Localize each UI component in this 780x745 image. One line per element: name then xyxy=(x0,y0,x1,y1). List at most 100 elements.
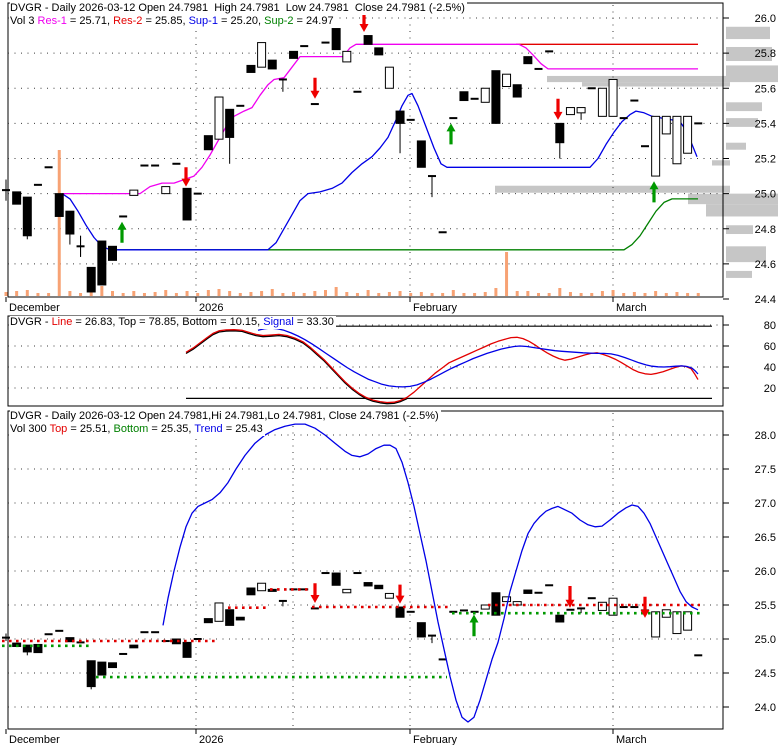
volume-bar xyxy=(473,293,477,296)
top-panel-header-line2: Vol 3 Res-1 = 25.71, Res-2 = 25.85, Sup-… xyxy=(10,15,336,28)
price-indicator-values-seg-1: Res-1 xyxy=(37,15,67,27)
volume-bar xyxy=(228,291,232,296)
volume-bar xyxy=(494,288,498,296)
trend-indicator-values-seg-2: = 25.51, xyxy=(67,423,114,435)
volume-bar xyxy=(15,291,19,296)
candlestick-hollow xyxy=(214,96,224,140)
x-axis-label: December xyxy=(9,302,60,314)
candlestick-filled xyxy=(203,618,213,624)
volume-bar xyxy=(68,291,72,296)
candlestick-filled xyxy=(129,644,139,649)
candlestick-filled xyxy=(416,140,426,168)
candlestick-hollow xyxy=(672,611,682,635)
y-axis-label: 25.4 xyxy=(755,118,776,130)
volume-bar xyxy=(121,293,125,296)
volume-bar xyxy=(100,286,104,296)
candlestick-hollow xyxy=(342,50,352,63)
price-indicator-values-seg-8: = 24.97 xyxy=(293,15,334,27)
volume-bar xyxy=(568,292,572,296)
oscillator-title-seg-2: = 26.83, Top = 78.85, Bottom = 10.15, xyxy=(72,316,264,328)
candlestick-filled xyxy=(416,622,426,638)
candlestick-filled xyxy=(86,660,96,688)
candlestick-filled xyxy=(33,643,43,654)
volume-profile-bar xyxy=(726,118,758,127)
y-axis-label: 25.2 xyxy=(755,154,776,166)
oscillator-title-seg-1: Line xyxy=(51,316,73,328)
candlestick-filled xyxy=(363,582,373,587)
trend-indicator-values-seg-0: Vol 300 xyxy=(10,423,50,435)
trend-panel-border xyxy=(7,410,724,730)
x-axis-label: 2026 xyxy=(199,734,223,745)
y-axis-label: 60 xyxy=(764,341,776,353)
sell-signal-arrow xyxy=(310,583,320,603)
volume-bar xyxy=(526,291,530,296)
candlestick-hollow xyxy=(661,115,671,135)
candlestick-hollow xyxy=(480,604,490,610)
volume-bar xyxy=(4,292,8,296)
buy-signal-arrow xyxy=(117,221,127,243)
volume-bar xyxy=(345,292,349,296)
candlestick-filled xyxy=(235,616,245,621)
volume-bar xyxy=(249,292,253,296)
oscillator-line-line xyxy=(185,329,699,404)
price-indicator-values-seg-6: = 25.20, xyxy=(217,15,265,27)
candlestick-hollow xyxy=(129,189,139,196)
buy-signal-arrow xyxy=(469,614,479,637)
volume-bar xyxy=(632,292,636,296)
candlestick-filled xyxy=(491,70,501,124)
price-indicator-values-seg-4: = 25.85, xyxy=(142,15,189,27)
price-title-seg-0: DVGR - Daily 2026-03-12 Open 24.7981 Hig… xyxy=(10,2,465,14)
buy-signal-arrow xyxy=(446,123,456,145)
volume-profile-bar xyxy=(582,82,730,87)
volume-bar xyxy=(79,293,83,296)
candlestick-filled xyxy=(395,606,405,618)
price-indicator-values-seg-3: Res-2 xyxy=(113,15,143,27)
candlestick-filled xyxy=(225,609,235,626)
candlestick-filled xyxy=(289,50,299,59)
volume-bar xyxy=(537,293,540,296)
y-axis-label: 25.0 xyxy=(755,189,776,201)
y-axis-label: 24.8 xyxy=(755,224,776,236)
x-axis-label: March xyxy=(616,302,647,314)
oscillator-title-seg-0: DVGR - xyxy=(10,316,52,328)
price-indicator-values-seg-7: Sup-2 xyxy=(264,15,294,27)
candlestick-hollow xyxy=(214,602,224,622)
volume-bar xyxy=(217,289,221,296)
oscillator-line-signal xyxy=(257,327,699,388)
trend-line xyxy=(162,423,699,723)
candlestick-hollow xyxy=(502,596,512,603)
y-axis-label: 25.6 xyxy=(755,83,776,95)
y-axis-label: 24.0 xyxy=(755,702,776,714)
volume-bar xyxy=(622,293,626,296)
volume-bar xyxy=(664,293,668,296)
candlestick-filled xyxy=(512,84,522,98)
volume-bar xyxy=(654,291,658,296)
volume-bar xyxy=(409,293,413,296)
volume-bar xyxy=(419,292,423,296)
volume-bar xyxy=(600,291,604,296)
candlestick-filled xyxy=(108,245,117,261)
indicator-line-res-1 xyxy=(62,43,698,195)
candlestick-filled xyxy=(267,59,277,70)
candlestick-filled xyxy=(22,196,32,237)
volume-bar xyxy=(324,290,327,296)
candlestick-filled xyxy=(246,587,256,596)
candlestick-filled xyxy=(459,91,469,102)
candlestick-filled xyxy=(555,122,565,144)
candlestick-filled xyxy=(22,644,32,653)
sell-signal-arrow xyxy=(395,584,405,604)
candlestick-filled xyxy=(395,110,405,124)
candlestick-hollow xyxy=(683,611,693,631)
oscillator-title-seg-4: = 33.30 xyxy=(293,316,334,328)
volume-bar xyxy=(270,289,274,296)
candlestick-filled xyxy=(182,187,192,221)
volume-bar xyxy=(355,293,359,296)
candlestick-hollow xyxy=(597,87,607,117)
volume-bar xyxy=(25,290,29,296)
price-indicator-values-seg-2: = 25.71, xyxy=(66,15,114,27)
trend-title-seg-0: DVGR - Daily 2026-03-12 Open 24.7981,Hi … xyxy=(10,410,439,422)
volume-bar xyxy=(132,291,136,296)
volume-bar xyxy=(47,293,51,296)
volume-bar xyxy=(302,293,306,296)
